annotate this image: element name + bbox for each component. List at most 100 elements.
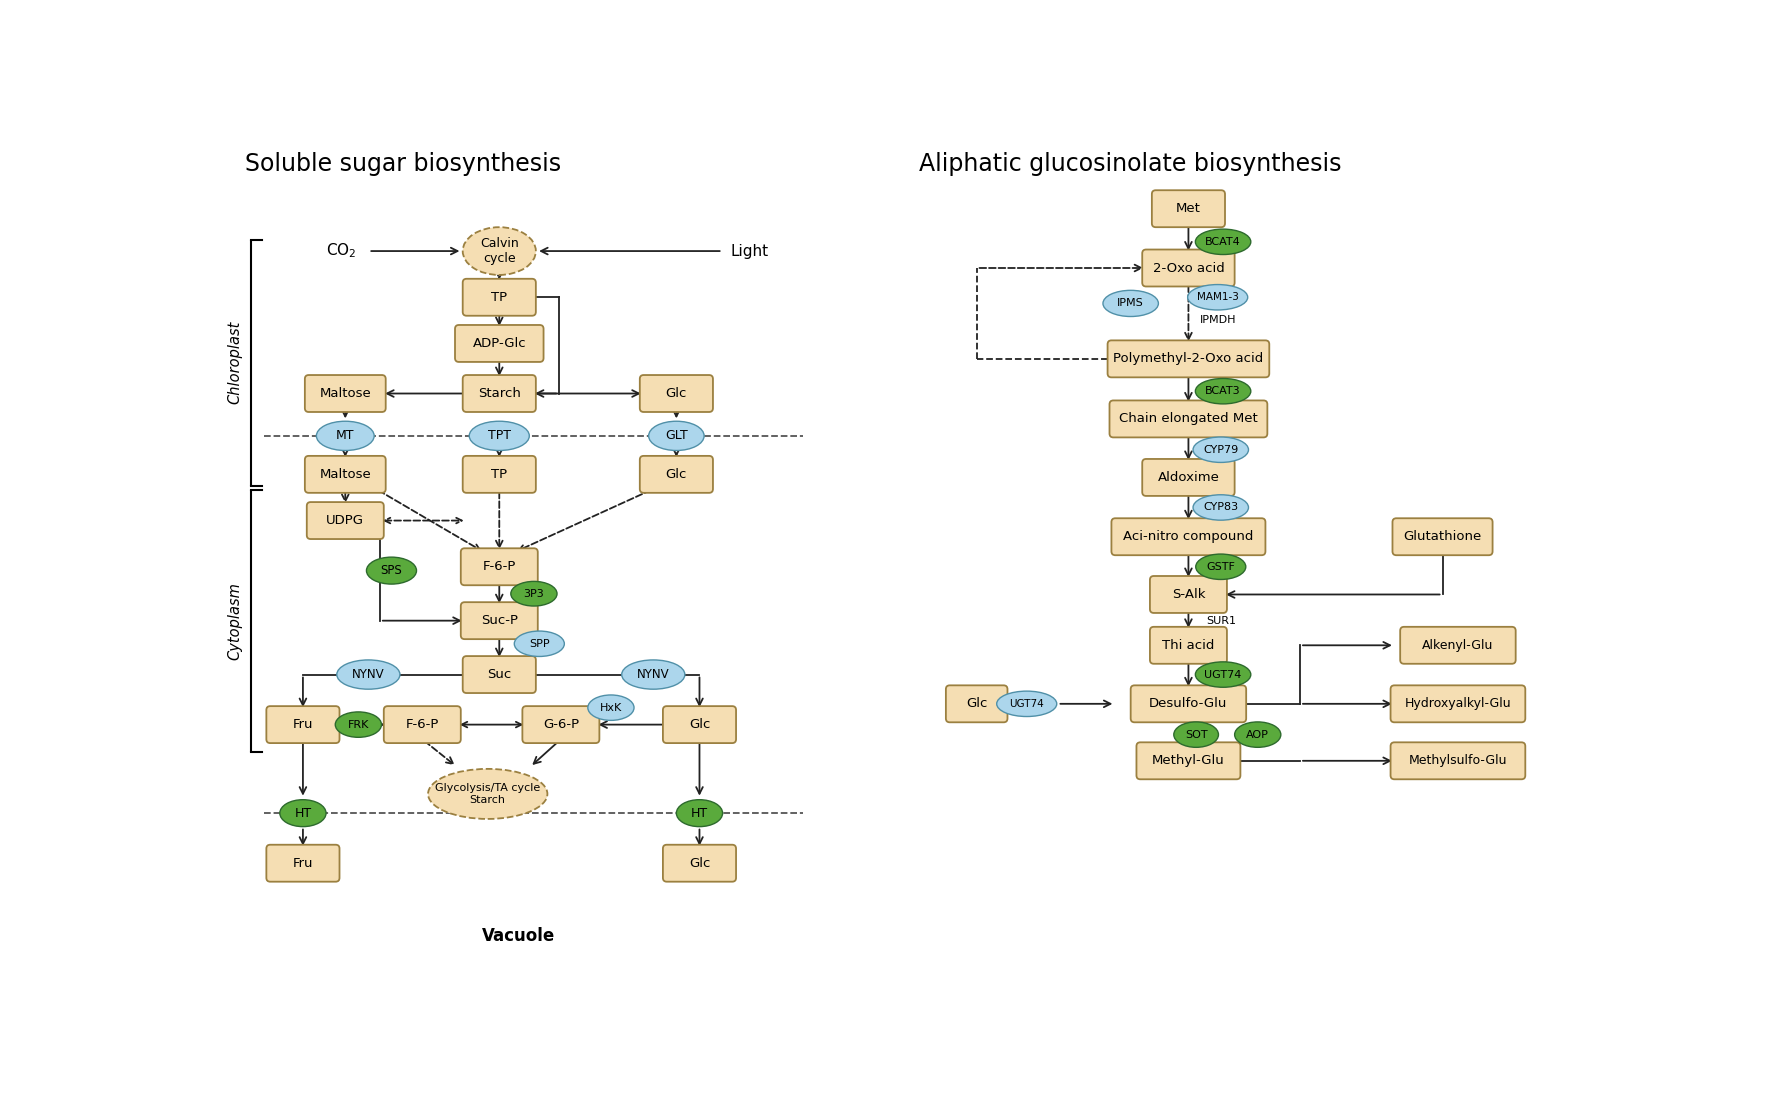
- FancyBboxPatch shape: [461, 602, 537, 639]
- Ellipse shape: [1235, 722, 1281, 747]
- Text: BCAT3: BCAT3: [1205, 386, 1240, 396]
- FancyBboxPatch shape: [462, 375, 535, 412]
- FancyBboxPatch shape: [1400, 627, 1515, 664]
- Ellipse shape: [1196, 662, 1251, 688]
- Ellipse shape: [677, 799, 723, 827]
- FancyBboxPatch shape: [455, 325, 544, 362]
- Text: SUR1: SUR1: [1205, 616, 1235, 626]
- Text: Thi acid: Thi acid: [1162, 639, 1214, 651]
- Text: Cytoplasm: Cytoplasm: [227, 582, 243, 659]
- FancyBboxPatch shape: [1111, 518, 1265, 555]
- Text: Starch: Starch: [478, 388, 521, 400]
- FancyBboxPatch shape: [1152, 190, 1224, 227]
- Text: Aci-nitro compound: Aci-nitro compound: [1123, 530, 1253, 543]
- Text: Vacuole: Vacuole: [482, 927, 555, 945]
- Text: AOP: AOP: [1246, 730, 1269, 740]
- Text: MT: MT: [337, 429, 354, 443]
- FancyBboxPatch shape: [663, 845, 735, 882]
- Text: Polymethyl-2-Oxo acid: Polymethyl-2-Oxo acid: [1113, 352, 1263, 365]
- FancyBboxPatch shape: [385, 707, 461, 743]
- Ellipse shape: [1196, 554, 1246, 580]
- Text: UGT74: UGT74: [1010, 699, 1044, 709]
- FancyBboxPatch shape: [305, 375, 386, 412]
- Text: ADP-Glc: ADP-Glc: [473, 337, 526, 350]
- Text: Methyl-Glu: Methyl-Glu: [1152, 754, 1224, 767]
- Text: TP: TP: [491, 468, 507, 481]
- Text: Glutathione: Glutathione: [1403, 530, 1481, 543]
- Ellipse shape: [429, 768, 548, 819]
- FancyBboxPatch shape: [523, 707, 599, 743]
- FancyBboxPatch shape: [1150, 576, 1226, 613]
- Ellipse shape: [280, 799, 326, 827]
- Text: CYP83: CYP83: [1203, 502, 1239, 512]
- Text: SPS: SPS: [381, 564, 402, 577]
- FancyBboxPatch shape: [462, 456, 535, 492]
- FancyBboxPatch shape: [946, 686, 1008, 722]
- Text: IPMDH: IPMDH: [1200, 316, 1235, 326]
- FancyBboxPatch shape: [462, 279, 535, 316]
- Text: Alkenyl-Glu: Alkenyl-Glu: [1423, 639, 1494, 651]
- FancyBboxPatch shape: [663, 707, 735, 743]
- FancyBboxPatch shape: [1108, 340, 1269, 378]
- Text: G-6-P: G-6-P: [542, 718, 579, 731]
- Text: F-6-P: F-6-P: [406, 718, 439, 731]
- FancyBboxPatch shape: [266, 845, 340, 882]
- Ellipse shape: [337, 660, 400, 689]
- FancyBboxPatch shape: [1393, 518, 1492, 555]
- Text: Glc: Glc: [689, 718, 711, 731]
- Ellipse shape: [317, 422, 374, 450]
- Text: Suc: Suc: [487, 668, 512, 681]
- FancyBboxPatch shape: [266, 707, 340, 743]
- Text: Light: Light: [730, 244, 769, 258]
- Text: MAM1-3: MAM1-3: [1196, 293, 1239, 302]
- Text: SOT: SOT: [1185, 730, 1207, 740]
- FancyBboxPatch shape: [1131, 686, 1246, 722]
- Text: F-6-P: F-6-P: [482, 560, 516, 573]
- Ellipse shape: [622, 660, 684, 689]
- Ellipse shape: [1193, 495, 1249, 520]
- Text: Glc: Glc: [966, 698, 987, 710]
- Text: Glc: Glc: [666, 468, 688, 481]
- Ellipse shape: [1102, 290, 1159, 317]
- FancyBboxPatch shape: [1150, 627, 1226, 664]
- FancyBboxPatch shape: [1143, 250, 1235, 286]
- Text: Maltose: Maltose: [319, 468, 370, 481]
- Text: Suc-P: Suc-P: [480, 614, 517, 627]
- FancyBboxPatch shape: [1109, 401, 1267, 437]
- Text: Glycolysis/TA cycle
Starch: Glycolysis/TA cycle Starch: [436, 783, 540, 805]
- Text: Fru: Fru: [292, 718, 314, 731]
- Text: HxK: HxK: [599, 702, 622, 713]
- Ellipse shape: [462, 227, 535, 275]
- Text: Hydroxyalkyl-Glu: Hydroxyalkyl-Glu: [1405, 698, 1512, 710]
- Text: GLT: GLT: [664, 429, 688, 443]
- Text: CO$_2$: CO$_2$: [326, 242, 356, 261]
- Text: Fru: Fru: [292, 857, 314, 870]
- Ellipse shape: [1196, 230, 1251, 255]
- Ellipse shape: [367, 558, 416, 584]
- Text: Desulfo-Glu: Desulfo-Glu: [1150, 698, 1228, 710]
- Ellipse shape: [588, 694, 634, 721]
- Text: UGT74: UGT74: [1205, 669, 1242, 680]
- FancyBboxPatch shape: [305, 456, 386, 492]
- Text: SPP: SPP: [530, 639, 549, 649]
- FancyBboxPatch shape: [462, 656, 535, 693]
- Ellipse shape: [996, 691, 1056, 716]
- FancyBboxPatch shape: [640, 456, 712, 492]
- Text: BCAT4: BCAT4: [1205, 237, 1240, 247]
- Ellipse shape: [1196, 379, 1251, 404]
- Text: TP: TP: [491, 290, 507, 304]
- FancyBboxPatch shape: [1136, 742, 1240, 779]
- Text: GSTF: GSTF: [1207, 562, 1235, 572]
- FancyBboxPatch shape: [307, 502, 385, 539]
- Text: CYP79: CYP79: [1203, 445, 1239, 455]
- Text: Aliphatic glucosinolate biosynthesis: Aliphatic glucosinolate biosynthesis: [920, 152, 1341, 177]
- Text: Methylsulfo-Glu: Methylsulfo-Glu: [1409, 754, 1508, 767]
- Text: 3P3: 3P3: [523, 588, 544, 598]
- Text: Soluble sugar biosynthesis: Soluble sugar biosynthesis: [245, 152, 562, 177]
- Text: S-Alk: S-Alk: [1171, 588, 1205, 601]
- Text: Met: Met: [1177, 202, 1201, 215]
- Text: Chloroplast: Chloroplast: [227, 321, 243, 404]
- Text: HT: HT: [691, 807, 709, 819]
- Text: TPT: TPT: [487, 429, 510, 443]
- FancyBboxPatch shape: [461, 549, 537, 585]
